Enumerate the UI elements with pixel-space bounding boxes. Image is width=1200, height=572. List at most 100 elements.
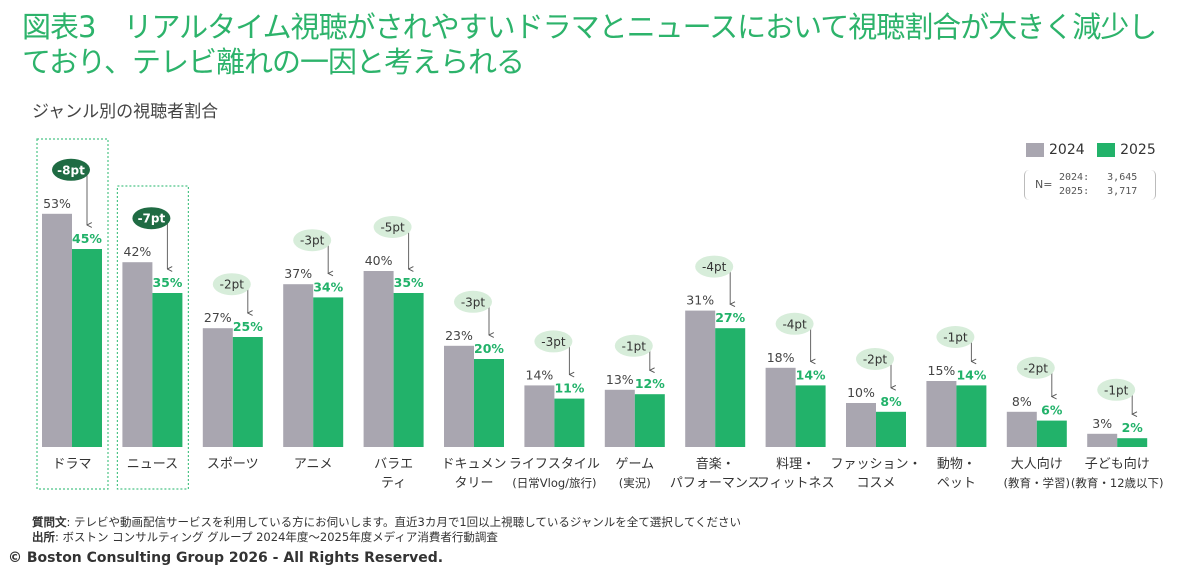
- value-label-2025: 35%: [152, 275, 182, 290]
- question-note: 質問文: テレビや動画配信サービスを利用している方にお伺いします。直近3カ月で1…: [32, 515, 741, 530]
- legend-item-2024: 2024: [1026, 142, 1085, 158]
- category-label: 子ども向け: [1085, 456, 1150, 472]
- change-arrow: [87, 169, 89, 225]
- value-label-2024: 42%: [124, 244, 152, 259]
- bar-2025: [1036, 420, 1067, 447]
- category-label: ライフスタイル: [509, 457, 600, 472]
- bar-2024: [604, 389, 635, 447]
- bar-2024: [283, 284, 314, 447]
- category-label: ドラマ: [52, 457, 91, 472]
- change-label: -1pt: [943, 331, 968, 345]
- value-label-2025: 25%: [233, 319, 263, 334]
- change-bubble: [534, 330, 573, 353]
- category-label: 大人向け: [1011, 456, 1063, 472]
- change-bubble: [212, 273, 251, 296]
- value-label-2025: 11%: [554, 381, 584, 396]
- category-label: 動物・: [937, 457, 976, 472]
- source-note: 出所: ボストン コンサルティング グループ 2024年度～2025年度メディア…: [32, 530, 741, 545]
- change-label: -3pt: [300, 234, 325, 248]
- bar-2024: [1087, 433, 1118, 447]
- highlight-frame: [36, 138, 109, 490]
- bar-2024: [846, 403, 876, 447]
- change-bubble: [132, 207, 171, 230]
- bar-2025: [876, 411, 906, 447]
- bar-2025: [72, 249, 102, 447]
- value-label-2025: 14%: [796, 367, 826, 382]
- copyright: © Boston Consulting Group 2026 - All Rig…: [8, 550, 444, 566]
- value-label-2024: 37%: [284, 266, 312, 281]
- category-label: ペット: [937, 476, 976, 491]
- chart-title: 図表3 リアルタイム視聴がされやすいドラマとニュースにおいて視聴割合が大きく減少…: [22, 10, 1157, 79]
- bar-2025: [393, 293, 424, 447]
- change-label: -2pt: [1024, 361, 1049, 375]
- bar-2024: [765, 367, 796, 447]
- value-label-2024: 14%: [526, 367, 554, 382]
- bar-2024: [202, 328, 233, 447]
- bar-2024: [444, 345, 474, 447]
- value-label-2024: 18%: [767, 350, 795, 365]
- category-label: スポーツ: [207, 457, 259, 472]
- sample-size-label: N=: [1035, 178, 1053, 191]
- value-label-2024: 23%: [445, 328, 473, 343]
- value-label-2025: 45%: [72, 231, 102, 246]
- change-bubble: [1016, 356, 1055, 379]
- highlight-frame: [116, 185, 190, 490]
- category-label: ゲーム: [615, 457, 654, 472]
- value-label-2024: 10%: [847, 385, 875, 400]
- legend-swatch-2025: [1097, 143, 1116, 157]
- value-label-2024: 27%: [204, 310, 232, 325]
- bar-2024: [122, 262, 153, 447]
- category-label: ファッション・: [830, 457, 921, 472]
- value-label-2024: 13%: [606, 372, 634, 387]
- change-bubble: [1097, 378, 1136, 401]
- change-label: -5pt: [380, 221, 405, 235]
- change-label: -2pt: [863, 353, 888, 367]
- category-label: 料理・: [776, 457, 815, 472]
- change-label: -1pt: [1104, 383, 1129, 397]
- change-bubble: [775, 312, 814, 335]
- bar-2024: [1006, 411, 1037, 447]
- category-label: (日常Vlog/旅行): [512, 476, 596, 490]
- value-label-2025: 27%: [715, 310, 745, 325]
- legend-item-2025: 2025: [1097, 142, 1156, 158]
- bar-2025: [554, 398, 585, 447]
- legend: 2024 2025: [1026, 142, 1164, 161]
- bar-2025: [715, 328, 746, 447]
- source-text: : ボストン コンサルティング グループ 2024年度～2025年度メディア消費…: [55, 530, 498, 544]
- change-label: -3pt: [541, 335, 566, 349]
- category-label: アニメ: [294, 457, 333, 472]
- value-label-2025: 20%: [474, 341, 504, 356]
- value-label-2024: 53%: [43, 196, 71, 211]
- value-label-2025: 14%: [956, 367, 986, 382]
- change-bubble: [614, 334, 653, 357]
- value-label-2025: 35%: [394, 275, 424, 290]
- category-label: パフォーマンス: [670, 476, 761, 491]
- category-label: フィットネス: [757, 476, 835, 491]
- change-bubble: [695, 255, 734, 278]
- category-label: タリー: [454, 476, 493, 491]
- legend-label-2025: 2025: [1120, 142, 1156, 158]
- change-bubble: [373, 216, 412, 238]
- category-label: (実況): [619, 476, 651, 490]
- bar-2025: [232, 337, 263, 447]
- value-label-2025: 6%: [1041, 403, 1063, 418]
- change-bubble: [52, 158, 90, 181]
- value-label-2024: 31%: [686, 293, 714, 308]
- category-label: バラエ: [374, 457, 413, 472]
- sample-size-2025: 2025: 3,717: [1059, 186, 1138, 197]
- source-label: 出所: [32, 530, 55, 544]
- category-label: ドキュメン: [441, 457, 506, 472]
- change-arrow: [409, 226, 411, 269]
- bar-2024: [42, 213, 72, 447]
- footnote: 質問文: テレビや動画配信サービスを利用している方にお伺いします。直近3カ月で1…: [32, 515, 741, 545]
- value-label-2024: 15%: [928, 363, 956, 378]
- change-label: -3pt: [461, 295, 486, 309]
- bar-2025: [795, 385, 826, 447]
- value-label-2024: 3%: [1092, 416, 1112, 431]
- change-label: -2pt: [220, 278, 245, 292]
- legend-swatch-2024: [1026, 143, 1044, 157]
- sample-size-2024: 2024: 3,645: [1059, 172, 1138, 183]
- change-label: -7pt: [138, 212, 166, 226]
- change-bubble: [293, 229, 332, 252]
